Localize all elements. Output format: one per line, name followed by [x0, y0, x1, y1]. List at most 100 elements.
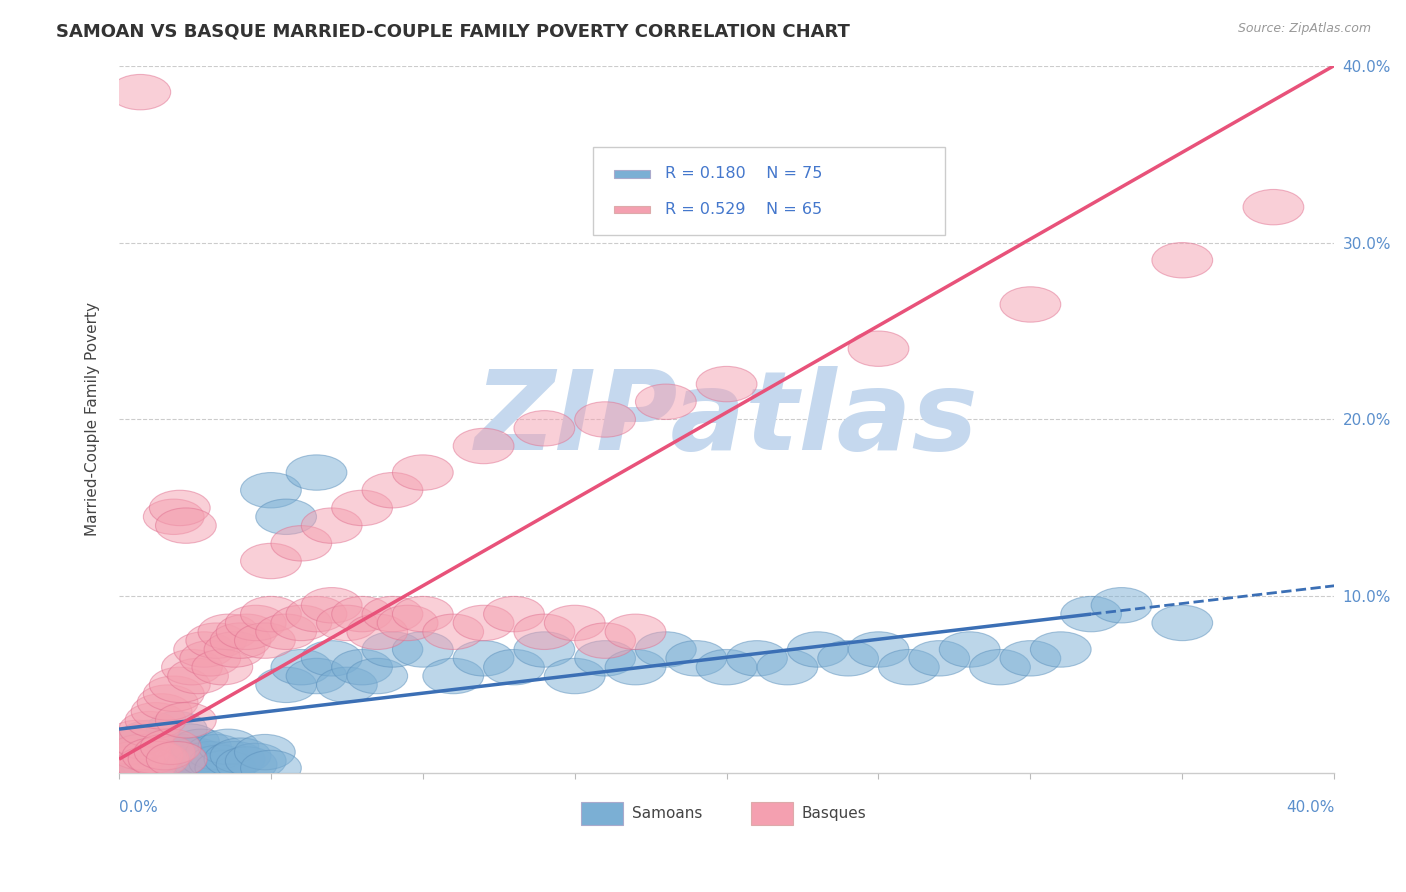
Ellipse shape [1000, 286, 1060, 322]
Ellipse shape [1060, 597, 1122, 632]
Ellipse shape [117, 739, 177, 775]
FancyBboxPatch shape [581, 803, 623, 825]
Ellipse shape [131, 750, 193, 786]
Ellipse shape [235, 734, 295, 770]
Ellipse shape [347, 614, 408, 649]
Ellipse shape [180, 741, 240, 777]
Ellipse shape [392, 455, 453, 491]
Ellipse shape [198, 614, 259, 649]
Ellipse shape [240, 473, 301, 508]
Ellipse shape [146, 741, 207, 777]
Ellipse shape [256, 614, 316, 649]
Ellipse shape [170, 729, 232, 764]
Ellipse shape [125, 703, 186, 738]
Ellipse shape [131, 694, 193, 729]
Ellipse shape [98, 747, 159, 782]
Ellipse shape [209, 738, 271, 773]
Ellipse shape [287, 455, 347, 491]
Ellipse shape [149, 491, 209, 525]
Ellipse shape [107, 743, 167, 779]
Ellipse shape [1152, 243, 1212, 278]
Ellipse shape [134, 734, 195, 770]
Y-axis label: Married-Couple Family Poverty: Married-Couple Family Poverty [86, 302, 100, 536]
Text: 0.0%: 0.0% [120, 800, 157, 815]
Ellipse shape [256, 500, 316, 534]
Ellipse shape [122, 747, 183, 782]
Ellipse shape [453, 428, 515, 464]
Ellipse shape [167, 658, 228, 694]
Ellipse shape [392, 597, 453, 632]
Ellipse shape [188, 745, 250, 780]
Ellipse shape [112, 748, 174, 784]
Ellipse shape [848, 331, 908, 367]
Ellipse shape [156, 747, 217, 782]
Ellipse shape [636, 632, 696, 667]
Ellipse shape [544, 658, 605, 694]
Ellipse shape [152, 734, 214, 770]
Ellipse shape [453, 640, 515, 676]
Ellipse shape [240, 543, 301, 579]
Ellipse shape [112, 723, 174, 759]
Ellipse shape [666, 640, 727, 676]
Ellipse shape [575, 623, 636, 658]
Ellipse shape [104, 750, 165, 786]
Ellipse shape [128, 734, 188, 770]
Ellipse shape [209, 623, 271, 658]
Ellipse shape [217, 614, 277, 649]
Ellipse shape [159, 723, 219, 759]
Ellipse shape [225, 743, 287, 779]
Ellipse shape [101, 738, 162, 773]
Ellipse shape [98, 747, 159, 782]
Ellipse shape [316, 606, 377, 640]
Ellipse shape [156, 703, 217, 738]
Ellipse shape [1152, 606, 1212, 640]
Ellipse shape [174, 632, 235, 667]
Ellipse shape [143, 676, 204, 712]
Ellipse shape [120, 712, 180, 747]
Ellipse shape [198, 729, 259, 764]
Ellipse shape [287, 658, 347, 694]
Ellipse shape [204, 741, 264, 777]
Ellipse shape [970, 649, 1031, 685]
Ellipse shape [544, 606, 605, 640]
Text: R = 0.529    N = 65: R = 0.529 N = 65 [665, 202, 821, 217]
Ellipse shape [110, 734, 170, 770]
Ellipse shape [605, 614, 666, 649]
Ellipse shape [301, 508, 363, 543]
Ellipse shape [125, 741, 186, 777]
Ellipse shape [110, 734, 170, 770]
Ellipse shape [174, 747, 235, 782]
Text: 40.0%: 40.0% [1286, 800, 1334, 815]
Ellipse shape [104, 741, 165, 777]
Ellipse shape [515, 632, 575, 667]
Ellipse shape [156, 508, 217, 543]
Ellipse shape [848, 632, 908, 667]
Ellipse shape [94, 741, 156, 777]
Ellipse shape [162, 649, 222, 685]
Ellipse shape [225, 606, 287, 640]
Ellipse shape [484, 597, 544, 632]
Ellipse shape [939, 632, 1000, 667]
Ellipse shape [575, 401, 636, 437]
Ellipse shape [287, 597, 347, 632]
Ellipse shape [240, 597, 301, 632]
Ellipse shape [143, 500, 204, 534]
Ellipse shape [787, 632, 848, 667]
Ellipse shape [165, 738, 225, 773]
Ellipse shape [1000, 640, 1060, 676]
Ellipse shape [271, 606, 332, 640]
Ellipse shape [879, 649, 939, 685]
Ellipse shape [186, 623, 246, 658]
Ellipse shape [143, 747, 204, 782]
Text: ZIPatlas: ZIPatlas [475, 366, 979, 473]
Ellipse shape [332, 597, 392, 632]
Ellipse shape [696, 649, 756, 685]
Ellipse shape [195, 750, 256, 786]
Ellipse shape [363, 632, 423, 667]
Text: R = 0.180    N = 75: R = 0.180 N = 75 [665, 166, 823, 181]
Ellipse shape [423, 658, 484, 694]
Ellipse shape [128, 741, 188, 777]
Ellipse shape [1031, 632, 1091, 667]
Ellipse shape [727, 640, 787, 676]
Ellipse shape [1091, 588, 1152, 623]
